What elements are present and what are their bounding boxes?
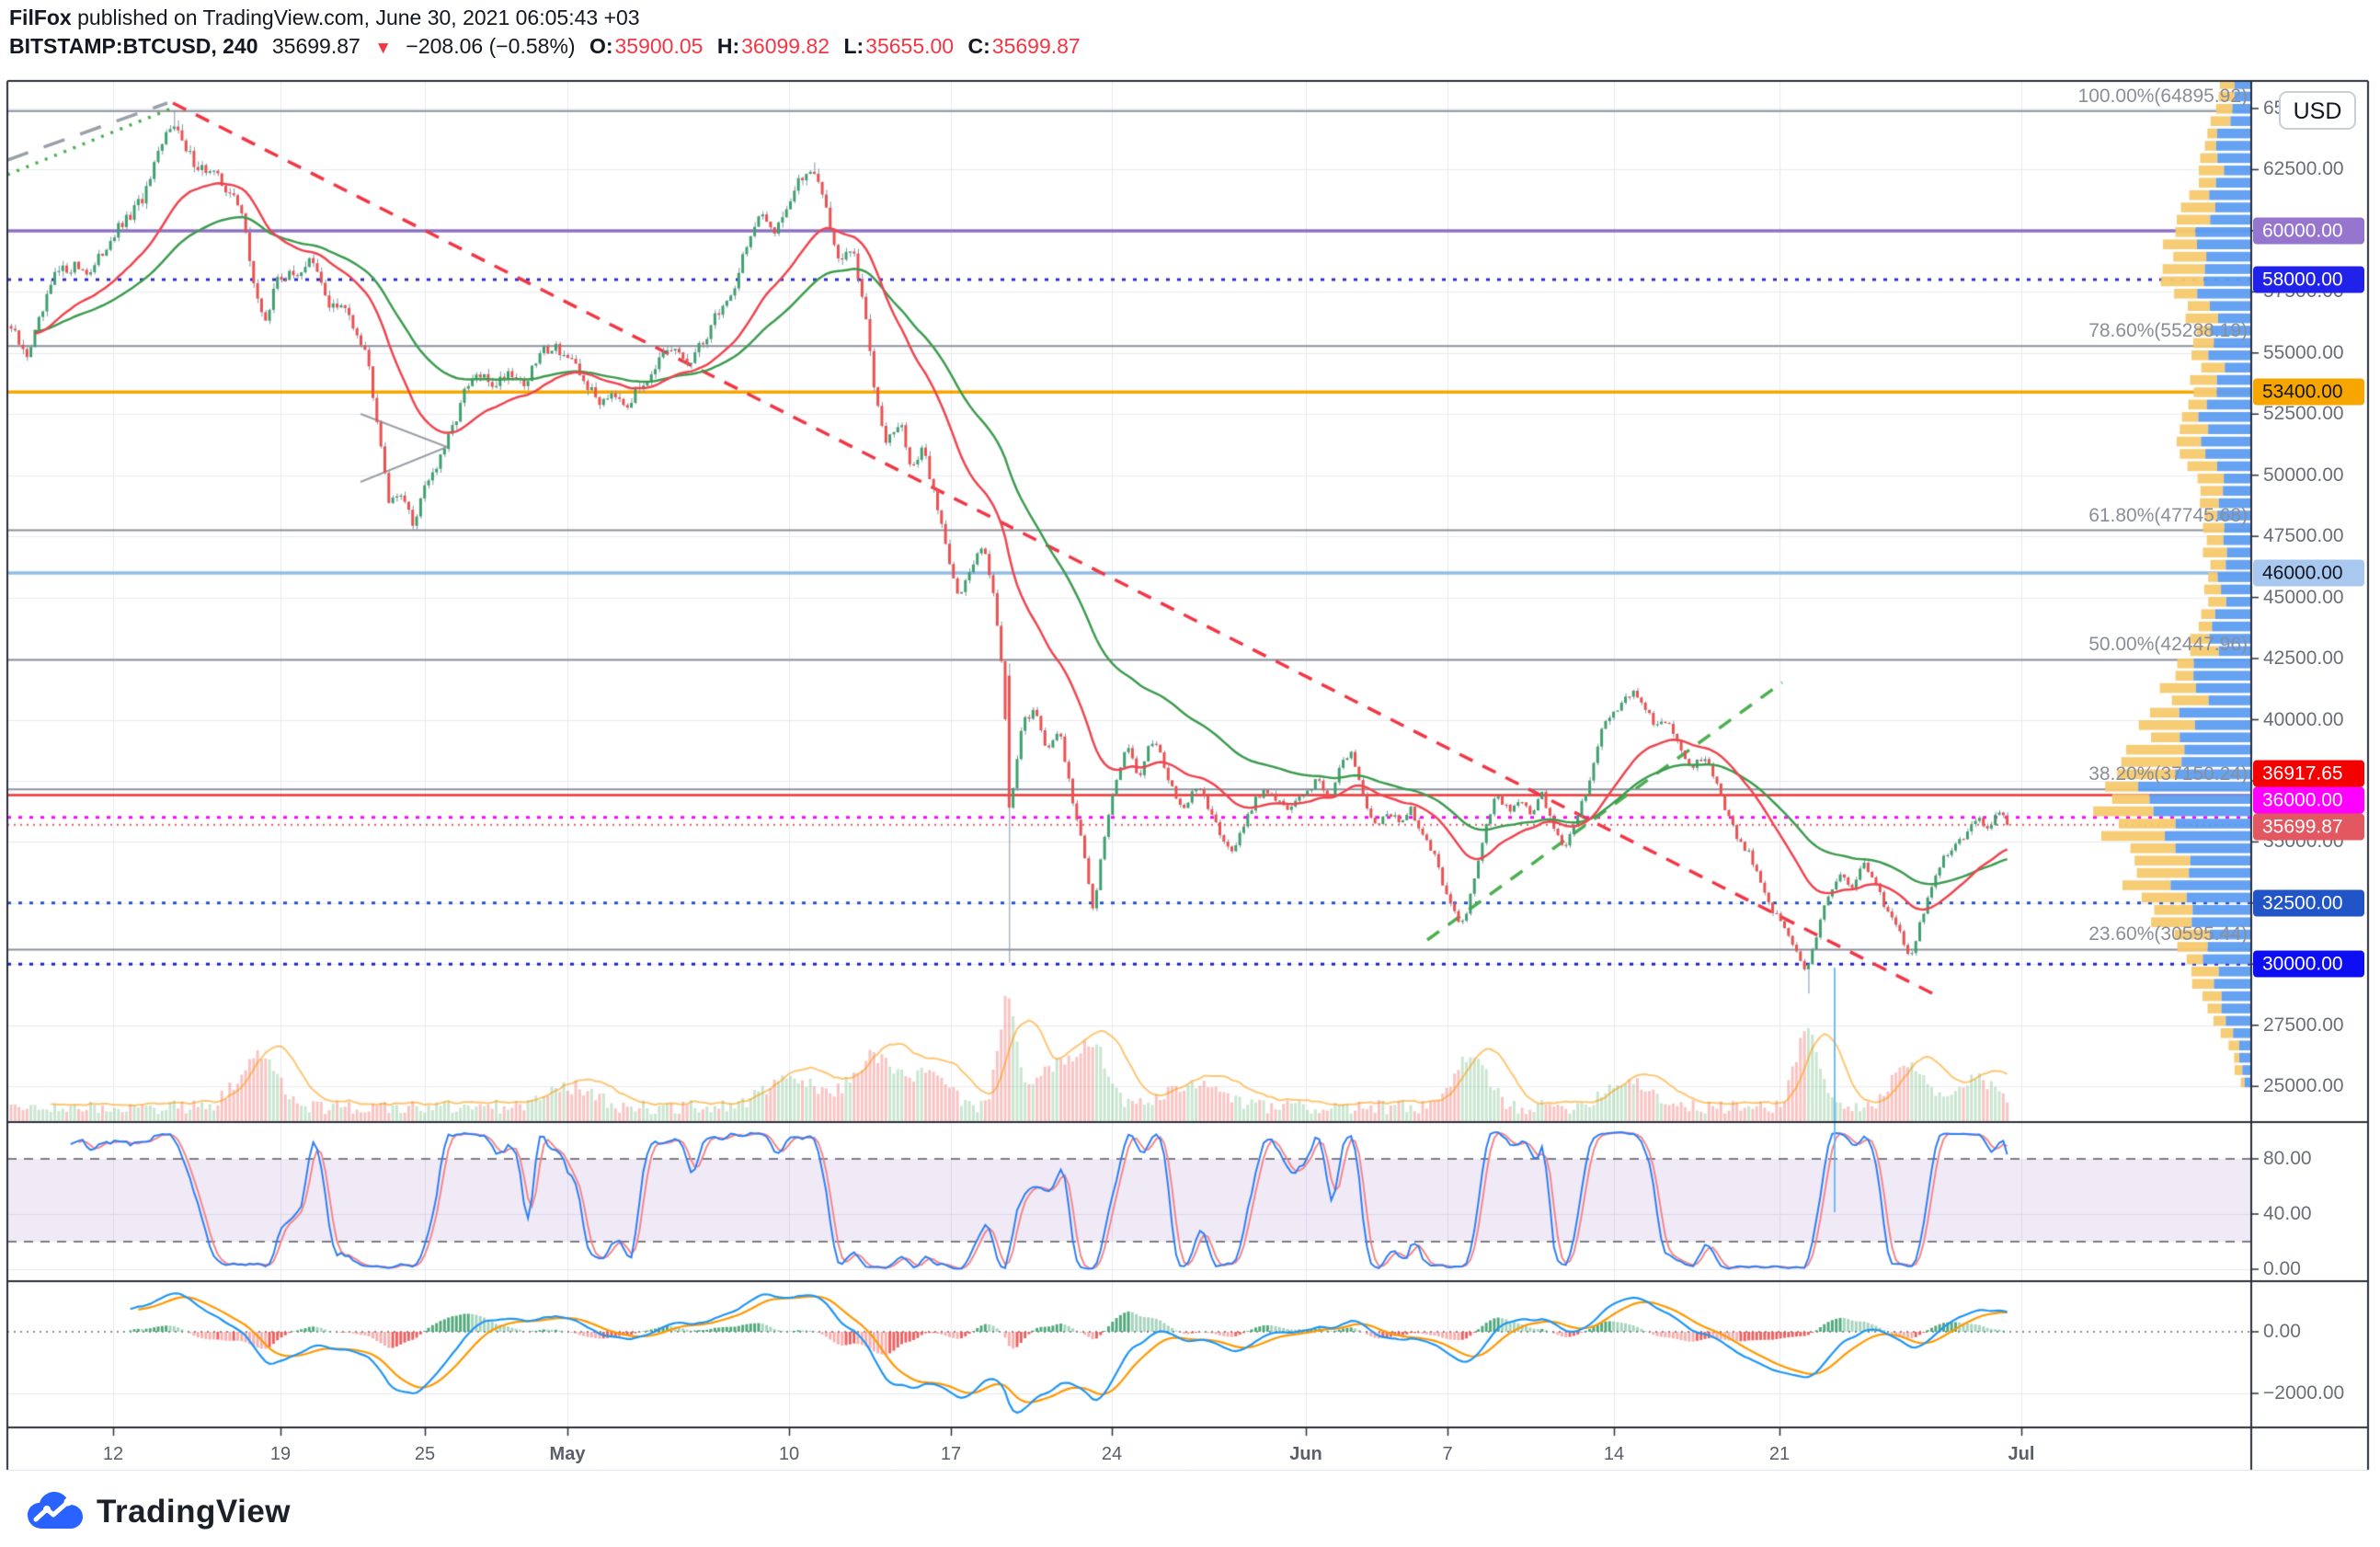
price-axis-label: 27500.00 — [2263, 1014, 2344, 1036]
indicator-axis-label: 0.00 — [2263, 1321, 2301, 1342]
fib-level-label: 78.60%(55288.19) — [2088, 320, 2248, 342]
low-value: 35655.00 — [865, 34, 955, 58]
date-label: May — [549, 1444, 586, 1464]
fib-level-label: 50.00%(42447.96) — [2088, 634, 2248, 656]
date-label: Jun — [1289, 1444, 1322, 1464]
price-axis-label: 47500.00 — [2263, 525, 2344, 547]
tradingview-cloud-icon — [28, 1492, 83, 1529]
price-axis-label: 62500.00 — [2263, 158, 2344, 180]
indicator-axis-label: 0.00 — [2263, 1258, 2301, 1279]
close-label: C: — [967, 34, 990, 58]
date-label: 21 — [1768, 1444, 1791, 1464]
tradingview-wordmark: TradingView — [97, 1494, 292, 1530]
date-label: 19 — [269, 1444, 292, 1464]
price-axis-label: 40000.00 — [2263, 708, 2344, 730]
current-price-label: 35699.87 — [2253, 813, 2364, 841]
high-value: 36099.82 — [741, 34, 830, 58]
price-level-label: 60000.00 — [2253, 217, 2364, 245]
price-change: −208.06 (−0.58%) — [406, 34, 576, 58]
close-value: 35699.87 — [991, 34, 1081, 58]
fib-level-label: 23.60%(30595.44) — [2088, 923, 2248, 945]
open-value: 35900.05 — [614, 34, 704, 58]
indicator-axis-label: −2000.00 — [2263, 1382, 2345, 1404]
date-label: 17 — [940, 1444, 962, 1464]
price-level-label: 30000.00 — [2253, 950, 2364, 978]
low-label: L: — [843, 34, 864, 58]
date-label: 14 — [1603, 1444, 1625, 1464]
price-axis-label: 55000.00 — [2263, 341, 2344, 363]
date-label: 7 — [1442, 1444, 1453, 1464]
symbol-title: BITSTAMP:BTCUSD, 240 — [9, 34, 258, 58]
date-label: 12 — [102, 1444, 124, 1464]
down-arrow-icon: ▼ — [374, 39, 393, 58]
price-level-label: 46000.00 — [2253, 559, 2364, 587]
currency-toggle-button[interactable]: USD — [2279, 91, 2356, 130]
indicator-axis-label: 80.00 — [2263, 1148, 2312, 1169]
date-label: 10 — [778, 1444, 800, 1464]
fib-level-label: 61.80%(47745.68) — [2088, 504, 2248, 526]
price-level-label: 36917.65 — [2253, 760, 2364, 787]
last-price: 35699.87 — [271, 34, 360, 58]
symbol-ohlc-row: BITSTAMP:BTCUSD, 240 35699.87 ▼ −208.06 … — [9, 34, 1089, 59]
date-label: Jul — [2008, 1444, 2035, 1464]
author-name: FilFox — [9, 6, 72, 29]
publish-info: FilFox published on TradingView.com, Jun… — [9, 6, 640, 30]
date-label: 25 — [414, 1444, 436, 1464]
price-axis-label: 42500.00 — [2263, 647, 2344, 670]
fib-level-label: 100.00%(64895.92) — [2077, 85, 2248, 107]
date-label: 24 — [1101, 1444, 1123, 1464]
price-axis-label: 25000.00 — [2263, 1075, 2344, 1097]
indicator-axis-label: 40.00 — [2263, 1203, 2312, 1224]
price-level-label: 32500.00 — [2253, 889, 2364, 917]
price-axis-label: 50000.00 — [2263, 464, 2344, 486]
fib-level-label: 38.20%(37150.24) — [2088, 763, 2248, 785]
price-level-label: 36000.00 — [2253, 786, 2364, 814]
tradingview-logo[interactable]: TradingView — [26, 1492, 291, 1532]
price-axis-label: 52500.00 — [2263, 403, 2344, 425]
price-level-label: 58000.00 — [2253, 266, 2364, 293]
publish-text: published on TradingView.com, June 30, 2… — [71, 6, 640, 29]
open-label: O: — [589, 34, 613, 58]
high-label: H: — [716, 34, 740, 58]
price-level-label: 53400.00 — [2253, 378, 2364, 406]
price-axis-label: 45000.00 — [2263, 586, 2344, 608]
